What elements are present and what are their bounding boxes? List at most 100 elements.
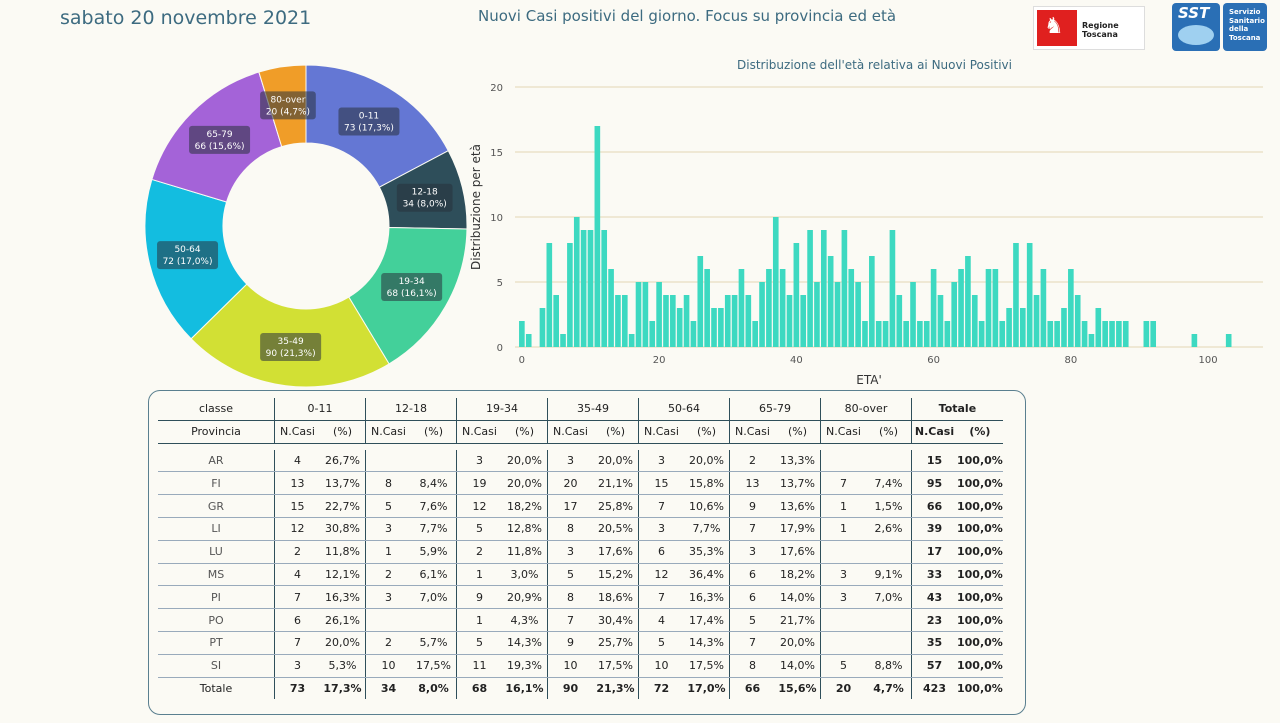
cell-pct (411, 449, 457, 473)
sst-logo: SST Servizio Sanitario della Toscana (1172, 3, 1267, 51)
cell-pct: 13,7% (775, 471, 821, 496)
histogram-bar (869, 256, 875, 347)
donut-label-35-49: 35-49 90 (21,3%) (260, 333, 322, 362)
donut-label-0-11: 0-11 73 (17,3%) (338, 107, 400, 136)
histogram-bar (1033, 295, 1040, 347)
pct-header: (%) (320, 420, 366, 444)
cell-pct: 13,7% (320, 471, 366, 496)
histogram-bar (1081, 321, 1088, 347)
x-axis-label: ETA' (856, 373, 882, 387)
cell-ncasi: 7 (729, 517, 775, 541)
cell-pct: 15,2% (593, 563, 639, 587)
cell-ncasi: 3 (729, 540, 775, 564)
cell-ncasi: 9 (456, 585, 502, 610)
cell-pct: 13,3% (775, 449, 821, 473)
histogram-title: Distribuzione dell'età relativa ai Nuovi… (737, 58, 1012, 72)
cell-pct: 100,0% (957, 449, 1003, 473)
ncasi-header: N.Casi (820, 420, 866, 444)
histogram-bar (615, 295, 621, 347)
province-label: GR (158, 494, 275, 518)
cell-pct: 10,6% (684, 494, 730, 518)
histogram-bar (683, 295, 690, 347)
cell-pct: 12,8% (502, 517, 548, 541)
cell-pct (866, 608, 912, 632)
x-tick-label: 80 (1064, 355, 1077, 366)
classe-header: classe (158, 398, 275, 421)
cell-pct: 100,0% (957, 494, 1003, 518)
cell-ncasi: 7 (638, 494, 684, 518)
cell-pct: 14,0% (775, 654, 821, 678)
cell-ncasi: 12 (274, 517, 320, 541)
cell-pct: 20,9% (502, 585, 548, 610)
province-label: MS (158, 563, 275, 587)
histogram-bar (889, 230, 896, 347)
cell-pct: 100,0% (957, 631, 1003, 655)
cell-ncasi: 3 (456, 449, 502, 473)
histogram-bar (724, 295, 731, 347)
cell-ncasi: 34 (365, 677, 411, 700)
histogram-bar (793, 243, 800, 347)
cell-ncasi: 4 (274, 449, 320, 473)
x-tick-label: 20 (653, 355, 666, 366)
cell-pct: 30,8% (320, 517, 366, 541)
histogram-bar (731, 295, 738, 347)
cell-pct: 14,3% (684, 631, 730, 655)
province-label: PI (158, 585, 275, 610)
pct-header: (%) (775, 420, 821, 444)
cell-ncasi: 7 (274, 631, 320, 655)
class-header: 35-49 (547, 398, 639, 421)
cell-pct: 20,0% (320, 631, 366, 655)
ncasi-header: N.Casi (274, 420, 320, 444)
cell-ncasi: 15 (274, 494, 320, 518)
histogram-bar (601, 230, 608, 347)
cell-pct: 25,7% (593, 631, 639, 655)
histogram-bar (752, 321, 758, 347)
histogram-bar (862, 321, 868, 347)
cell-pct: 21,7% (775, 608, 821, 632)
cell-ncasi: 20 (547, 471, 593, 496)
cell-ncasi: 11 (456, 654, 502, 678)
cell-ncasi (820, 449, 866, 473)
donut-category-label: 65-79 (206, 130, 232, 140)
y-tick-label: 20 (490, 83, 503, 94)
histogram-bar (1109, 321, 1115, 347)
province-label: PT (158, 631, 275, 655)
histogram-bar (580, 230, 587, 347)
cell-ncasi: 1 (820, 517, 866, 541)
cell-pct: 26,1% (320, 608, 366, 632)
pct-header: (%) (593, 420, 639, 444)
histogram-bar (1225, 334, 1232, 347)
y-axis-label: Distribuzione per età (469, 144, 483, 270)
cell-pct: 100,0% (957, 471, 1003, 496)
class-header: 0-11 (274, 398, 366, 421)
cell-pct: 4,3% (502, 608, 548, 632)
cell-ncasi: 7 (638, 585, 684, 610)
ncasi-header: N.Casi (456, 420, 502, 444)
cell-pct: 21,3% (596, 681, 635, 695)
histogram-bar (903, 321, 909, 347)
table-header-classes: classe 0-11 12-18 19-34 35-49 50-64 65-7… (158, 398, 1003, 421)
histogram-bar (560, 334, 566, 347)
cell-pct: 36,4% (684, 563, 730, 587)
histogram-bar (525, 334, 532, 347)
histogram-bar (1116, 321, 1122, 347)
cell-ncasi: 2 (365, 631, 411, 655)
cell-ncasi: 7 (820, 471, 866, 496)
age-class-donut-chart: 0-11 73 (17,3%) 12-18 34 (8,0%) 19-34 68 (16,… (144, 64, 468, 388)
cell-pct: 100,0% (957, 563, 1003, 587)
cell-ncasi: 9 (547, 631, 593, 655)
province-label: Totale (199, 681, 233, 695)
cell-ncasi: 4 (638, 608, 684, 632)
histogram-bar (834, 282, 841, 347)
cell-pct: 17,5% (411, 654, 457, 678)
cell-pct: 18,2% (502, 494, 548, 518)
histogram-bar (628, 334, 635, 347)
histogram-bar (807, 230, 813, 347)
donut-label-65-79: 65-79 66 (15,6%) (189, 125, 251, 154)
cell-ncasi (365, 608, 411, 632)
histogram-bar (1054, 321, 1060, 347)
histogram-bar (656, 282, 662, 347)
cell-pct: 20,0% (502, 471, 548, 496)
cell-ncasi: 9 (729, 494, 775, 518)
histogram-bar (848, 269, 855, 347)
